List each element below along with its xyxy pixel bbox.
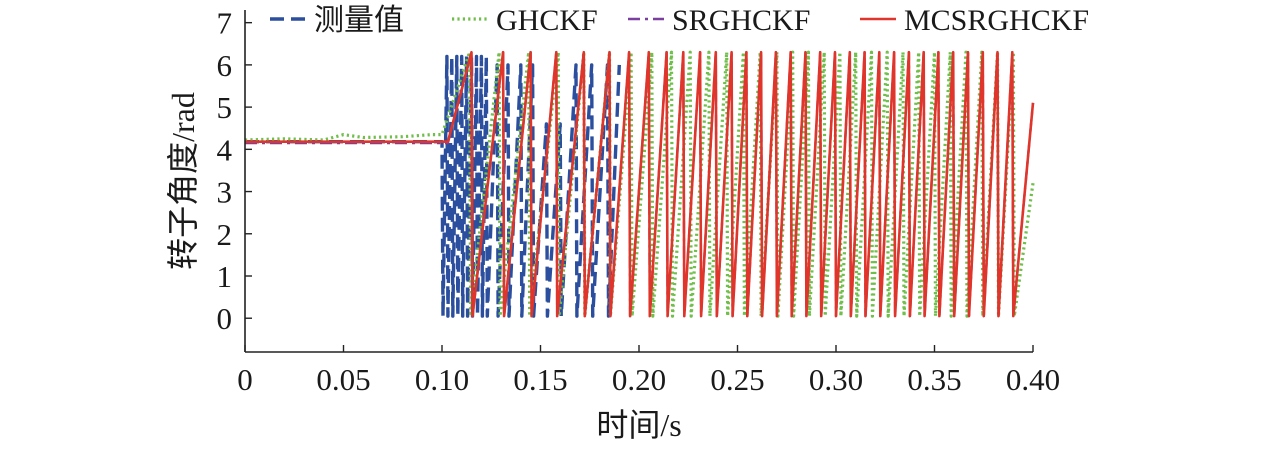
x-tick-label: 0.25: [710, 362, 764, 397]
legend-label-3: SRGHCKF: [672, 4, 810, 37]
x-tick-label: 0.30: [809, 362, 863, 397]
x-tick-label: 0.10: [415, 362, 469, 397]
y-tick-label: 2: [217, 217, 233, 252]
legend-label-4: MCSRGHCKF: [904, 4, 1089, 37]
x-tick-label: 0.20: [612, 362, 666, 397]
series-layer: [244, 50, 1035, 318]
y-tick-label: 6: [217, 48, 233, 83]
x-tick-label: 0.35: [907, 362, 961, 397]
legend: 测量值 GHCKF SRGHCKF MCSRGHCKF: [262, 0, 1104, 42]
x-axis-title: 时间/s: [596, 407, 681, 443]
legend-label-2: GHCKF: [496, 4, 598, 37]
y-tick-label: 4: [217, 132, 233, 167]
legend-label-1: 测量值: [314, 4, 404, 37]
axes-layer: 0 0.05 0.10 0.15 0.20 0.25 0.30 0.35 0.40 0 1 2 3 4 5 6…: [217, 6, 1061, 397]
y-tick-label: 7: [217, 6, 233, 41]
y-tick-label: 1: [217, 259, 233, 294]
x-tick-label: 0.40: [1006, 362, 1060, 397]
y-tick-label: 3: [217, 175, 233, 210]
x-tick-label: 0: [237, 362, 253, 397]
series-line-2: [244, 50, 1035, 318]
x-tick-label: 0.05: [316, 362, 370, 397]
y-tick-label: 5: [217, 90, 233, 125]
y-tick-label: 0: [217, 301, 233, 336]
x-tick-label: 0.15: [513, 362, 567, 397]
series-line-4: [245, 50, 1035, 318]
y-axis-title: 转子角度/rad: [165, 92, 201, 270]
series-line-1: [245, 54, 621, 318]
legend-background: [262, 0, 1104, 42]
